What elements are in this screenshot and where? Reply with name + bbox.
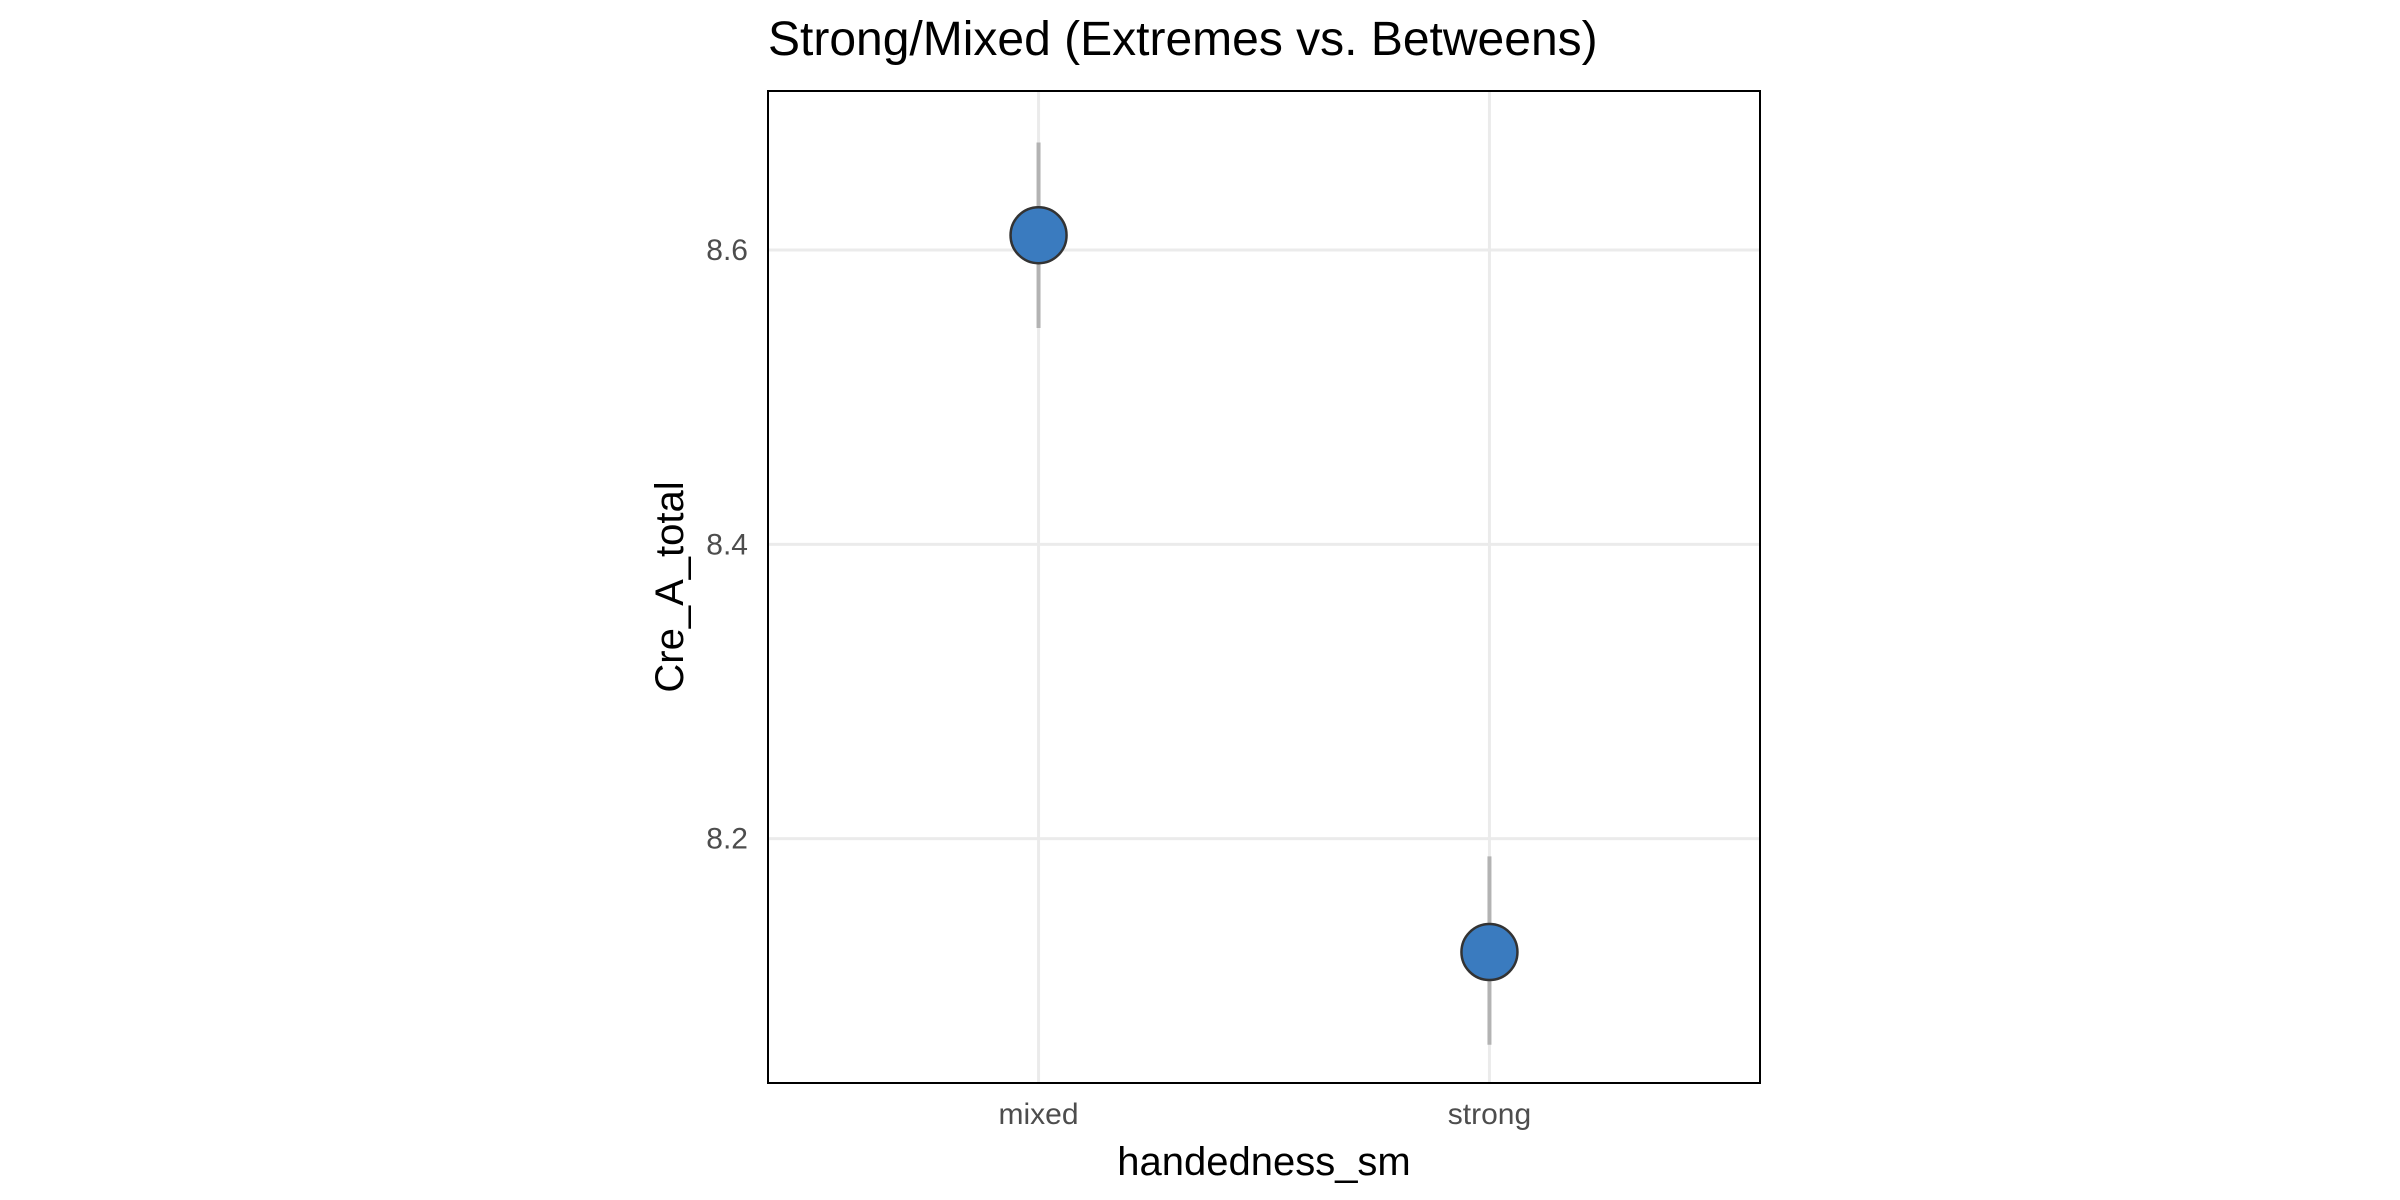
data-point-strong [1460,922,1519,982]
y-axis-title: Cre_A_total [648,481,692,692]
y-tick-label: 8.6 [706,234,748,267]
point-layer [1009,205,1519,982]
x-tick-labels: mixed strong [999,1098,1532,1131]
x-tick-label: mixed [999,1098,1079,1131]
grid-layer [768,91,1760,1083]
data-point-mixed [1009,205,1068,265]
y-tick-label: 8.4 [706,528,748,561]
y-tick-label: 8.2 [706,823,748,856]
panel-border [767,90,1761,1084]
chart-title: Strong/Mixed (Extremes vs. Betweens) [768,13,1598,66]
error-bar-layer [1036,142,1492,1045]
x-axis-title: handedness_sm [1117,1140,1411,1184]
y-tick-labels: 8.2 8.4 8.6 [706,234,748,856]
x-tick-label: strong [1448,1098,1531,1131]
